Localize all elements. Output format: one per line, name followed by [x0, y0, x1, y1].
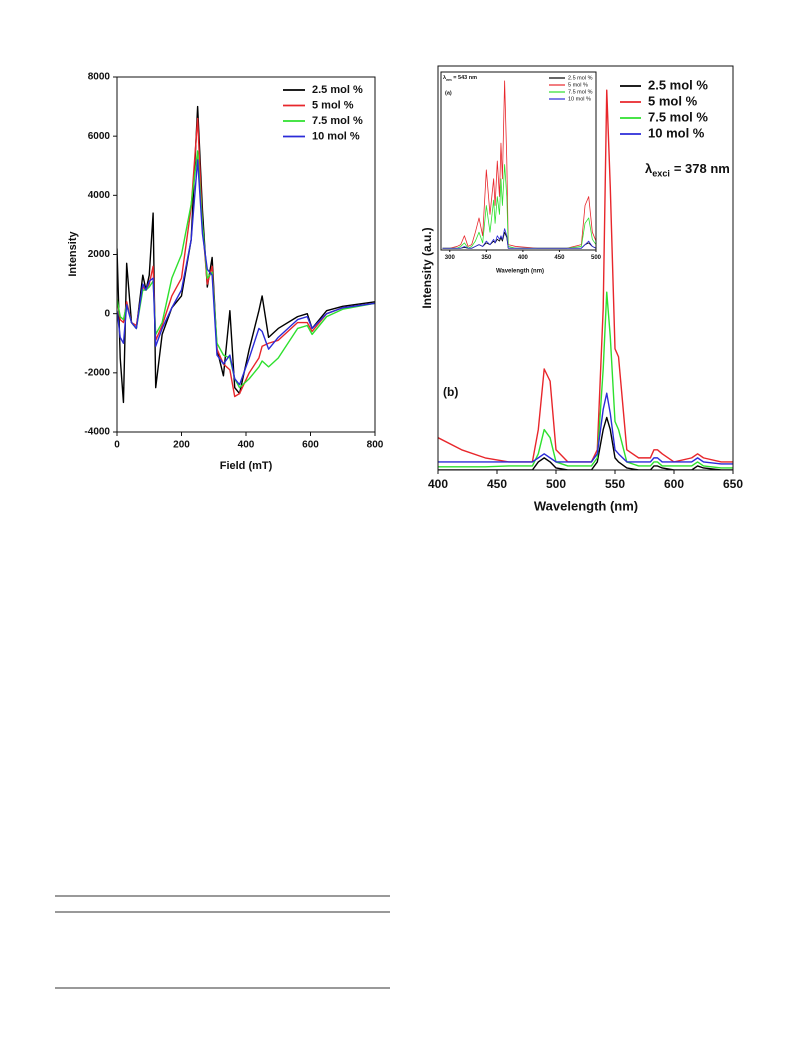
legend-label: 5 mol %	[568, 82, 588, 88]
series-line	[438, 291, 733, 469]
x-tick-label: 600	[302, 440, 319, 451]
series-line	[442, 228, 596, 249]
legend-label: 7.5 mol %	[648, 109, 708, 124]
inset-background	[441, 72, 596, 250]
panel-label: (a)	[445, 90, 452, 96]
annotation: λexci = 378 nm	[645, 161, 730, 179]
legend-label: 10 mol %	[648, 125, 705, 140]
series-line	[442, 80, 596, 249]
annotation-subscript: exci	[652, 169, 670, 179]
legend-label: 2.5 mol %	[648, 77, 708, 92]
x-tick-label: 350	[481, 255, 492, 261]
annotation-symbol: λ	[443, 75, 446, 81]
series-line	[117, 159, 375, 386]
legend-label: 5 mol %	[312, 99, 354, 111]
y-tick-label: 2000	[88, 249, 111, 260]
y-axis-label: Intensity	[67, 231, 79, 277]
x-axis-label: Field (mT)	[220, 460, 273, 472]
x-axis-label: Wavelength (nm)	[534, 498, 638, 513]
x-tick-label: 800	[367, 440, 384, 451]
series-line	[442, 164, 596, 249]
legend-label: 2.5 mol %	[312, 84, 363, 96]
x-tick-label: 0	[114, 440, 120, 451]
x-tick-label: 600	[664, 477, 684, 491]
y-tick-label: 6000	[88, 131, 111, 142]
annotation-symbol: λ	[645, 161, 653, 176]
y-tick-label: -2000	[84, 367, 110, 378]
x-tick-label: 200	[173, 440, 190, 451]
legend-label: 5 mol %	[648, 93, 698, 108]
y-tick-label: 8000	[88, 72, 111, 83]
plot-frame	[440, 71, 597, 251]
series-line	[117, 105, 375, 404]
series-line	[438, 392, 733, 465]
x-tick-label: 450	[487, 477, 507, 491]
x-tick-label: 400	[238, 440, 255, 451]
x-tick-label: 400	[518, 255, 529, 261]
annotation-text: = 378 nm	[674, 161, 730, 176]
x-tick-label: 400	[428, 477, 448, 491]
x-tick-label: 550	[605, 477, 625, 491]
x-tick-label: 500	[546, 477, 566, 491]
y-tick-label: 4000	[88, 190, 111, 201]
annotation-subscript: em	[446, 78, 452, 82]
x-axis-label: Wavelength (nm)	[496, 269, 544, 275]
annotation: λem = 543 nm	[443, 75, 477, 81]
legend-label: 7.5 mol %	[568, 89, 593, 95]
y-axis-label: Intensity (a.u.)	[420, 227, 434, 308]
panel-label: (b)	[443, 385, 458, 399]
x-tick-label: 500	[591, 255, 602, 261]
x-tick-label: 650	[723, 477, 743, 491]
series-line	[438, 416, 733, 470]
annotation-text: = 543 nm	[453, 75, 477, 81]
legend-label: 7.5 mol %	[312, 115, 363, 127]
x-tick-label: 300	[445, 255, 456, 261]
plot-frame	[437, 65, 734, 471]
y-tick-label: -4000	[84, 427, 110, 438]
y-tick-label: 0	[104, 308, 110, 319]
x-tick-label: 450	[554, 255, 565, 261]
legend-label: 10 mol %	[568, 96, 591, 102]
legend-label: 10 mol %	[312, 130, 360, 142]
legend-label: 2.5 mol %	[568, 75, 593, 81]
